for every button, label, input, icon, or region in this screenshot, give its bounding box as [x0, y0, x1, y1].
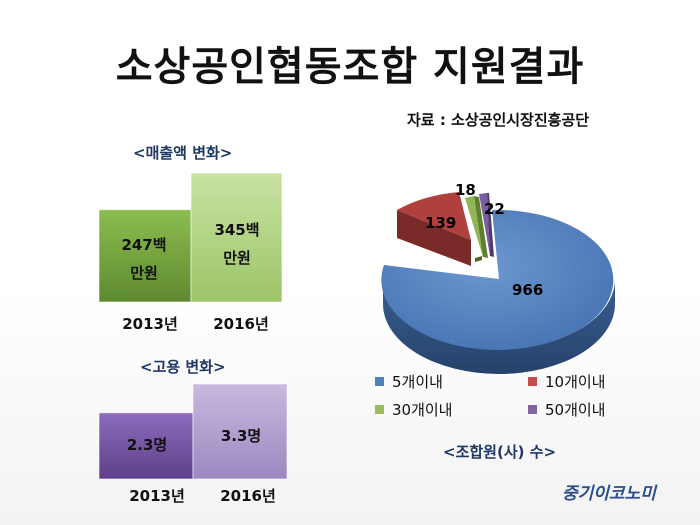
pie-label-5: 966 — [512, 281, 544, 299]
employment-bar-label-2016: 3.3명 — [220, 427, 262, 445]
employment-bar-2016년 — [192, 383, 288, 480]
pie-slice-side-30 — [475, 256, 482, 262]
pie-slice-5 — [381, 209, 614, 350]
employment-bar-label-2013: 2.3명 — [126, 436, 168, 454]
publisher-watermark: 중기이코노미 — [562, 484, 656, 504]
pie-slice-50 — [479, 193, 490, 256]
legend-item-10: 10개이내 — [528, 371, 606, 392]
employment-year-2013: 2013년 — [129, 487, 185, 505]
source-note: 자료 : 소상공인시장진흥공단 — [407, 111, 590, 129]
sales-bar-2013년 — [98, 209, 192, 303]
pie-label-50: 22 — [484, 200, 505, 218]
sales-year-2016: 2016년 — [213, 315, 269, 333]
pie-chart-title: <조합원(사) 수> — [443, 443, 557, 461]
pie-label-10: 139 — [425, 214, 457, 232]
legend-swatch-green — [375, 405, 384, 414]
legend-item-50: 50개이내 — [528, 399, 606, 420]
sales-bar-label-2016: 345백 만원 — [214, 221, 260, 267]
pie-slice-30 — [465, 196, 483, 257]
sales-year-2013: 2013년 — [122, 315, 178, 333]
pie-slice-side-10 — [397, 210, 471, 266]
pie-label-30: 18 — [455, 181, 476, 199]
pie-slice-side-5 — [383, 279, 615, 374]
employment-bars — [98, 383, 288, 480]
pie-slice-10 — [397, 192, 471, 240]
page-title: 소상공인협동조합 지원결과 — [115, 44, 585, 90]
legend-swatch-blue — [375, 377, 384, 386]
legend-swatch-purple — [528, 405, 537, 414]
sales-chart-title: <매출액 변화> — [133, 144, 233, 162]
membership-pie-chart — [381, 192, 615, 374]
employment-year-2016: 2016년 — [220, 487, 276, 505]
sales-bar-2016년 — [190, 172, 283, 303]
legend-item-30: 30개이내 — [375, 399, 453, 420]
legend-swatch-red — [528, 377, 537, 386]
sales-bars — [98, 172, 283, 303]
employment-chart-title: <고용 변화> — [140, 358, 226, 376]
legend-item-5: 5개이내 — [375, 371, 443, 392]
sales-bar-label-2013: 247백 만원 — [121, 236, 167, 282]
